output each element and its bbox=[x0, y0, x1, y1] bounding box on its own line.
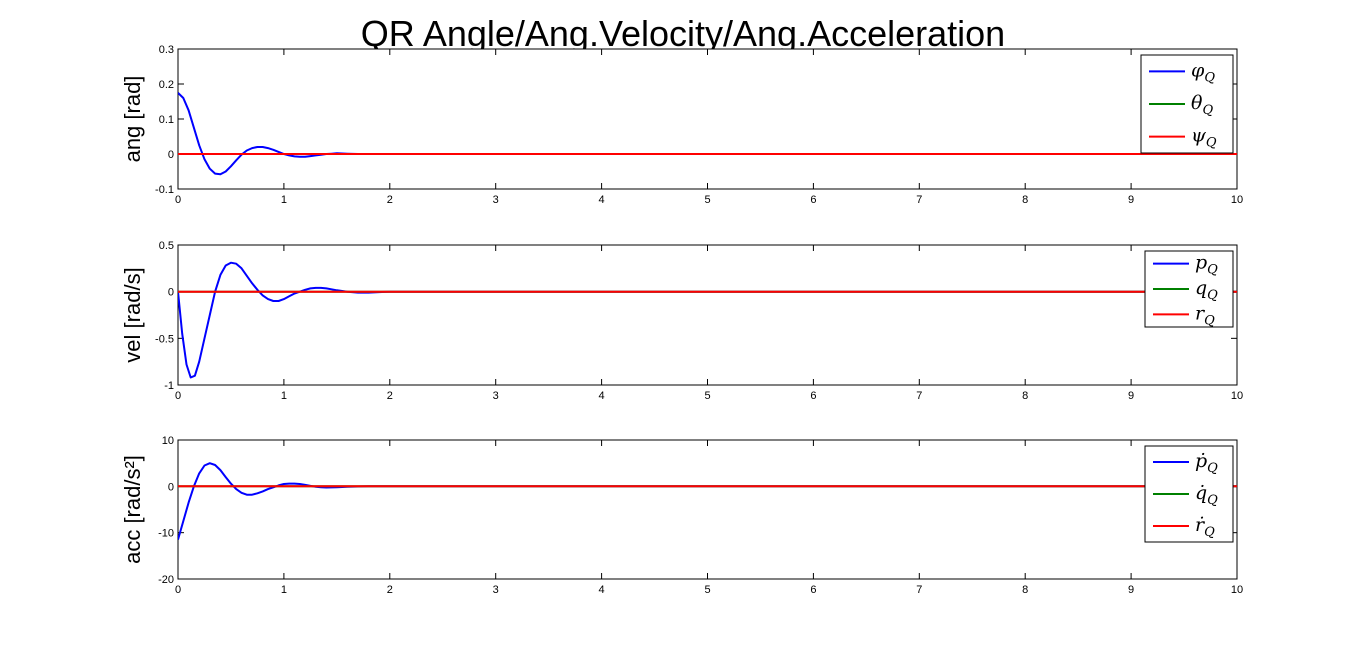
legend: ṗQ q̇Q ṙQ bbox=[1144, 445, 1234, 543]
x-tick-label: 5 bbox=[704, 194, 710, 206]
x-tick-label: 5 bbox=[704, 584, 710, 596]
x-tick-label: 9 bbox=[1128, 390, 1134, 402]
x-tick-label: 4 bbox=[599, 584, 605, 596]
legend-entry: ṗQ bbox=[1195, 450, 1218, 476]
legend-entry: φQ bbox=[1191, 59, 1215, 85]
axes-box bbox=[177, 439, 1238, 580]
series-lines bbox=[178, 92, 1237, 176]
y-tick-label: 0.1 bbox=[159, 114, 174, 126]
y-tick-label: 0.5 bbox=[159, 240, 174, 252]
y-tick-label: 0.3 bbox=[159, 44, 174, 56]
x-tick-label: 4 bbox=[599, 194, 605, 206]
x-tick-label: 3 bbox=[493, 390, 499, 402]
x-tick-label: 0 bbox=[175, 390, 181, 402]
x-tick-label: 0 bbox=[175, 584, 181, 596]
x-tick-label: 3 bbox=[493, 584, 499, 596]
y-tick-label: -0.5 bbox=[155, 333, 174, 345]
y-tick-label: 10 bbox=[162, 435, 174, 447]
series-line-0 bbox=[178, 261, 1237, 379]
legend-entry: qQ bbox=[1195, 277, 1218, 303]
x-tick-label: 9 bbox=[1128, 584, 1134, 596]
x-tick-label: 10 bbox=[1231, 194, 1243, 206]
legend-entry: θQ bbox=[1191, 92, 1213, 118]
x-tick-label: 5 bbox=[704, 390, 710, 402]
x-tick-label: 2 bbox=[387, 194, 393, 206]
x-tick-label: 7 bbox=[916, 194, 922, 206]
y-tick-label: -1 bbox=[164, 380, 174, 392]
x-tick-label: 7 bbox=[916, 390, 922, 402]
axes-box bbox=[177, 244, 1238, 386]
axes-box bbox=[177, 48, 1238, 190]
y-tick-label: 0 bbox=[168, 149, 174, 161]
x-tick-label: 1 bbox=[281, 194, 287, 206]
x-tick-label: 9 bbox=[1128, 194, 1134, 206]
x-tick-label: 6 bbox=[810, 390, 816, 402]
legend-entry: rQ bbox=[1195, 302, 1215, 328]
y-tick-label: 0 bbox=[168, 481, 174, 493]
legend-entry: ψQ bbox=[1191, 125, 1217, 151]
x-tick-label: 1 bbox=[281, 584, 287, 596]
legend: φQ θQ ψQ bbox=[1140, 54, 1234, 154]
x-tick-label: 8 bbox=[1022, 390, 1028, 402]
series-lines bbox=[178, 261, 1237, 379]
legend-entry: q̇Q bbox=[1195, 482, 1218, 508]
figure-title: QR Angle/Ang.Velocity/Ang.Acceleration bbox=[361, 13, 1005, 54]
series-line-0 bbox=[178, 462, 1237, 540]
y-axis-label: acc [rad/s²] bbox=[120, 455, 145, 564]
legend-entry: pQ bbox=[1195, 252, 1218, 278]
x-tick-label: 3 bbox=[493, 194, 499, 206]
x-tick-label: 8 bbox=[1022, 194, 1028, 206]
x-tick-label: 10 bbox=[1231, 390, 1243, 402]
y-tick-label: 0 bbox=[168, 287, 174, 299]
x-tick-label: 0 bbox=[175, 194, 181, 206]
series-lines bbox=[178, 462, 1237, 540]
y-axis-label: vel [rad/s] bbox=[120, 267, 145, 362]
x-tick-label: 7 bbox=[916, 584, 922, 596]
x-tick-label: 6 bbox=[810, 584, 816, 596]
x-tick-label: 6 bbox=[810, 194, 816, 206]
x-tick-label: 2 bbox=[387, 584, 393, 596]
y-tick-label: -0.1 bbox=[155, 184, 174, 196]
y-axis-label: ang [rad] bbox=[120, 76, 145, 163]
legend-entry: ṙQ bbox=[1195, 514, 1215, 540]
x-tick-label: 4 bbox=[599, 390, 605, 402]
subplot-3: 0 1 2 3 4 5 6 7 8 9 10 -20 -10 0 10 acc [rad/s²] ṗQ q̇Q ṙQ bbox=[120, 435, 1243, 596]
y-tick-label: -20 bbox=[158, 574, 174, 586]
x-tick-label: 2 bbox=[387, 390, 393, 402]
y-tick-label: -10 bbox=[158, 528, 174, 540]
y-tick-label: 0.2 bbox=[159, 79, 174, 91]
x-tick-label: 1 bbox=[281, 390, 287, 402]
x-tick-label: 10 bbox=[1231, 584, 1243, 596]
x-tick-label: 8 bbox=[1022, 584, 1028, 596]
